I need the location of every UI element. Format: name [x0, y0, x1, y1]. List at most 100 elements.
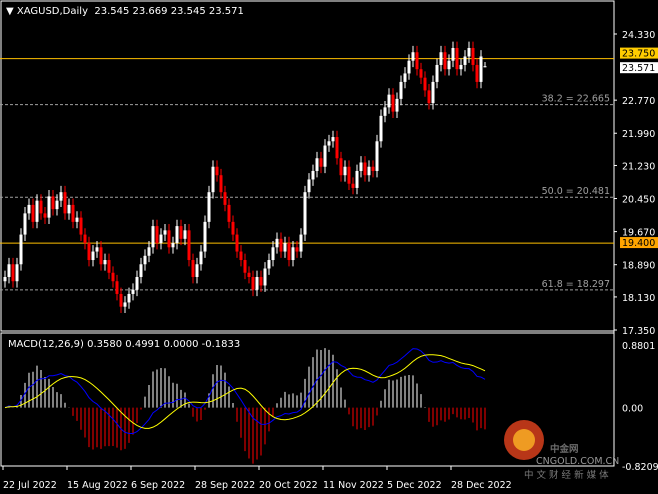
candle-body: [291, 247, 295, 261]
candle-body: [235, 234, 239, 252]
candle-body: [435, 64, 439, 82]
chart-header: ▼ XAGUSD,Daily 23.545 23.669 23.545 23.5…: [6, 6, 244, 17]
candle-body: [299, 234, 303, 252]
candle-body: [163, 230, 167, 235]
candle-body: [59, 192, 63, 201]
candle-body: [35, 200, 39, 222]
candle-body: [7, 264, 11, 277]
candle-body: [475, 64, 479, 82]
candle-body: [63, 192, 67, 214]
collapse-triangle-icon[interactable]: ▼: [6, 6, 17, 17]
candle-body: [395, 98, 399, 112]
candle-body: [171, 243, 175, 248]
macd-label: MACD(12,26,9) 0.3580 0.4991 0.0000 -0.18…: [8, 339, 241, 350]
candle-body: [343, 166, 347, 176]
candle-body: [167, 230, 171, 248]
current-price-label: 23.571: [622, 63, 655, 74]
candle-body: [51, 196, 55, 210]
candle-body: [479, 56, 483, 82]
candle-body: [419, 69, 423, 78]
fib-level-label: 61.8 = 18.297: [542, 279, 610, 290]
price-tick-label: 19.670: [622, 228, 655, 239]
candle-body: [99, 247, 103, 265]
candle-body: [143, 255, 147, 265]
candle-body: [139, 264, 143, 277]
candle-body: [67, 204, 71, 214]
price-tick-label: 24.330: [622, 30, 655, 41]
candle-body: [391, 94, 395, 112]
ohlc-readout: 23.545 23.669 23.545 23.571: [94, 6, 244, 17]
candle-body: [207, 192, 211, 222]
macd-line: [4, 348, 486, 435]
date-tick-label: 28 Sep 2022: [195, 480, 255, 491]
candle-body: [75, 217, 79, 222]
candle-body: [195, 264, 199, 277]
candle-body: [387, 94, 391, 108]
candle-body: [155, 226, 159, 244]
candle-body: [359, 162, 363, 171]
candle-body: [283, 243, 287, 252]
candle-body: [307, 179, 311, 193]
candle-body: [319, 158, 323, 167]
candle-body: [331, 137, 335, 142]
candle-body: [223, 192, 227, 205]
macd-tick-label: 0.00: [622, 404, 643, 415]
candle-body: [15, 264, 19, 282]
cngold-logo-inner: [513, 429, 535, 451]
main-pane-frame: [0, 0, 615, 332]
price-tick-label: 22.770: [622, 96, 655, 107]
candle-body: [147, 247, 151, 256]
candle-body: [243, 260, 247, 273]
date-tick-label: 20 Oct 2022: [259, 480, 318, 491]
candle-body: [451, 47, 455, 61]
date-tick-label: 11 Nov 2022: [323, 480, 384, 491]
candle-body: [199, 251, 203, 265]
horizontal-line-label-box: [620, 237, 658, 249]
fib-level-label: 50.0 = 20.481: [542, 186, 610, 197]
candle-body: [175, 226, 179, 244]
candle-body: [399, 81, 403, 99]
current-price-box: [620, 62, 658, 74]
candle-body: [135, 276, 139, 290]
candle-body: [439, 52, 443, 65]
candle-body: [383, 107, 387, 116]
candle-body: [423, 77, 427, 91]
candle-body: [431, 81, 435, 104]
candle-body: [323, 145, 327, 167]
candle-body: [47, 196, 51, 218]
candle-body: [115, 281, 119, 294]
candle-body: [303, 192, 307, 235]
horizontal-line-label-box: [620, 47, 658, 59]
candle-body: [355, 170, 359, 188]
candle-body: [315, 158, 319, 171]
candle-body: [131, 289, 135, 294]
candle-body: [71, 204, 75, 222]
candle-body: [443, 52, 447, 70]
candle-body: [151, 226, 155, 248]
watermark-brand: 中金网: [550, 443, 579, 455]
candle-body: [111, 272, 115, 282]
candle-body: [87, 243, 91, 261]
candle-body: [407, 60, 411, 74]
date-tick-label: 22 Jul 2022: [3, 480, 57, 491]
candle-body: [127, 293, 131, 303]
candle-body: [275, 238, 279, 248]
watermark-tagline: 中 文 财 经 新 媒 体: [524, 469, 609, 481]
price-tick-label: 18.890: [622, 261, 655, 272]
candle-body: [339, 158, 343, 176]
candle-body: [463, 56, 467, 65]
candle-body: [227, 204, 231, 222]
candle-body: [95, 247, 99, 252]
watermark-domain: CNGOLD.COM.CN: [536, 456, 619, 467]
candle-body: [251, 276, 255, 290]
candle-body: [467, 47, 471, 57]
candle-body: [91, 251, 95, 261]
candle-body: [179, 226, 183, 239]
price-tick-label: 20.450: [622, 195, 655, 206]
candle-body: [403, 73, 407, 82]
candle-body: [31, 204, 35, 222]
candle-body: [215, 166, 219, 176]
candle-body: [107, 260, 111, 273]
